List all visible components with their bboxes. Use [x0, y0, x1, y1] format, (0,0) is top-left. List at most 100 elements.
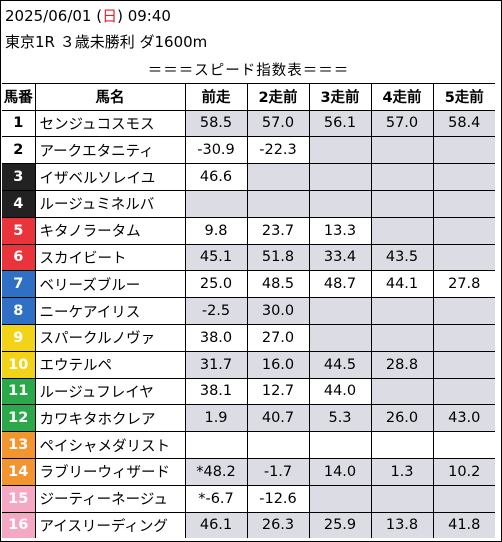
speed-index-race-4: 28.8 — [370, 350, 434, 379]
table-row: 16 アイスリーディング 46.1 26.3 25.9 13.8 41.8 — [2, 511, 495, 539]
table-row: 2 アークエタニティ -30.9 -22.3 — [2, 136, 495, 165]
speed-index-race-4 — [370, 189, 434, 218]
horse-name: アイスリーディング — [34, 511, 186, 539]
speed-index-race-5: 27.8 — [432, 270, 495, 299]
table-banner: ＝＝＝スピード指数表＝＝＝ — [2, 57, 495, 84]
speed-index-race-2: 40.7 — [246, 404, 310, 433]
horse-number: 9 — [2, 323, 36, 352]
col-header-name: 馬名 — [34, 82, 186, 111]
table-row: 11 ルージュフレイヤ 38.1 12.7 44.0 — [2, 377, 495, 406]
table-row: 3 イザベルソレイユ 46.6 — [2, 163, 495, 191]
table-row: 10 エウテルペ 31.7 16.0 44.5 28.8 — [2, 350, 495, 379]
speed-index-race-4: 44.1 — [370, 270, 434, 299]
table-banner-row: ＝＝＝スピード指数表＝＝＝ — [2, 57, 495, 84]
speed-index-race-2: -12.6 — [246, 484, 310, 513]
table-header-row: 馬番 馬名 前走 2走前 3走前 4走前 5走前 — [2, 82, 495, 111]
table-row: 6 スカイビート 45.1 51.8 33.4 43.5 — [2, 243, 495, 272]
weekday: 日 — [102, 7, 118, 25]
speed-index-race-2: 27.0 — [246, 323, 310, 352]
horse-name: ペイシャメダリスト — [34, 431, 186, 459]
speed-index-race-1: 31.7 — [184, 350, 248, 379]
speed-index-race-1: -2.5 — [184, 297, 248, 325]
speed-index-race-4: 43.5 — [370, 243, 434, 272]
speed-index-race-3 — [308, 189, 372, 218]
date-suffix: ) 09:40 — [117, 7, 171, 25]
table-row: 9 スパークルノヴァ 38.0 27.0 — [2, 323, 495, 352]
table-row: 5 キタノラータム 9.8 23.7 13.3 — [2, 216, 495, 245]
horse-name: エウテルペ — [34, 350, 186, 379]
speed-index-race-2: -22.3 — [246, 136, 310, 165]
horse-name: イザベルソレイユ — [34, 163, 186, 191]
table-row: 13 ペイシャメダリスト — [2, 431, 495, 459]
speed-index-race-1: 45.1 — [184, 243, 248, 272]
speed-index-race-1 — [184, 431, 248, 459]
horse-number: 4 — [2, 189, 36, 218]
speed-index-race-3: 48.7 — [308, 270, 372, 299]
table-row: 1 センジュコスモス 58.5 57.0 56.1 57.0 58.4 — [2, 109, 495, 138]
speed-index-race-1: -30.9 — [184, 136, 248, 165]
speed-index-race-5: 10.2 — [432, 457, 495, 486]
speed-index-race-2: 57.0 — [246, 109, 310, 138]
speed-index-race-4 — [370, 216, 434, 245]
speed-index-race-4 — [370, 484, 434, 513]
col-header-race-4: 4走前 — [370, 82, 434, 111]
speed-index-race-2: 51.8 — [246, 243, 310, 272]
speed-index-race-5 — [432, 297, 495, 325]
speed-index-race-3 — [308, 297, 372, 325]
speed-index-race-2: 12.7 — [246, 377, 310, 406]
speed-index-race-3: 33.4 — [308, 243, 372, 272]
col-header-race-2: 2走前 — [246, 82, 310, 111]
speed-index-race-1: 46.1 — [184, 511, 248, 539]
speed-index-race-1: 25.0 — [184, 270, 248, 299]
speed-index-race-5: 43.0 — [432, 404, 495, 433]
speed-index-race-2 — [246, 189, 310, 218]
speed-index-race-1: 1.9 — [184, 404, 248, 433]
speed-index-race-3: 56.1 — [308, 109, 372, 138]
speed-index-race-5 — [432, 350, 495, 379]
speed-index-race-4 — [370, 431, 434, 459]
speed-index-race-4 — [370, 297, 434, 325]
table-row: 7 ベリーズブルー 25.0 48.5 48.7 44.1 27.8 — [2, 270, 495, 299]
horse-number: 13 — [2, 431, 36, 459]
horse-name: ニーケアイリス — [34, 297, 186, 325]
speed-index-race-3: 14.0 — [308, 457, 372, 486]
speed-index-race-3 — [308, 431, 372, 459]
speed-index-race-4 — [370, 163, 434, 191]
speed-index-race-5 — [432, 189, 495, 218]
horse-name: スカイビート — [34, 243, 186, 272]
horse-number: 2 — [2, 136, 36, 165]
horse-number: 8 — [2, 297, 36, 325]
horse-name: ルージュミネルバ — [34, 189, 186, 218]
speed-index-race-3: 25.9 — [308, 511, 372, 539]
date-prefix: 2025/06/01 ( — [5, 7, 103, 25]
speed-index-race-4: 57.0 — [370, 109, 434, 138]
horse-number: 16 — [2, 511, 36, 539]
speed-index-race-3 — [308, 323, 372, 352]
horse-number: 7 — [2, 270, 36, 299]
col-header-race-3: 3走前 — [308, 82, 372, 111]
speed-index-race-4: 1.3 — [370, 457, 434, 486]
horse-name: ベリーズブルー — [34, 270, 186, 299]
speed-index-race-1: 9.8 — [184, 216, 248, 245]
table-row: 8 ニーケアイリス -2.5 30.0 — [2, 297, 495, 325]
speed-index-race-2 — [246, 431, 310, 459]
speed-index-race-3 — [308, 484, 372, 513]
horse-name: カワキタホクレア — [34, 404, 186, 433]
col-header-race-5: 5走前 — [432, 82, 495, 111]
speed-index-race-4: 13.8 — [370, 511, 434, 539]
horse-number: 6 — [2, 243, 36, 272]
horse-name: ジーティーネージュ — [34, 484, 186, 513]
horse-number: 12 — [2, 404, 36, 433]
speed-index-race-5 — [432, 243, 495, 272]
speed-index-race-3 — [308, 163, 372, 191]
horse-name: スパークルノヴァ — [34, 323, 186, 352]
table-row: 12 カワキタホクレア 1.9 40.7 5.3 26.0 43.0 — [2, 404, 495, 433]
horse-name: ラブリーウィザード — [34, 457, 186, 486]
race-info: 東京1R ３歳未勝利 ダ1600m — [5, 33, 208, 51]
speed-index-race-1: 58.5 — [184, 109, 248, 138]
speed-index-race-3: 44.0 — [308, 377, 372, 406]
col-header-race-1: 前走 — [184, 82, 248, 111]
speed-index-race-1: 46.6 — [184, 163, 248, 191]
speed-index-race-5: 41.8 — [432, 511, 495, 539]
speed-index-race-3: 5.3 — [308, 404, 372, 433]
